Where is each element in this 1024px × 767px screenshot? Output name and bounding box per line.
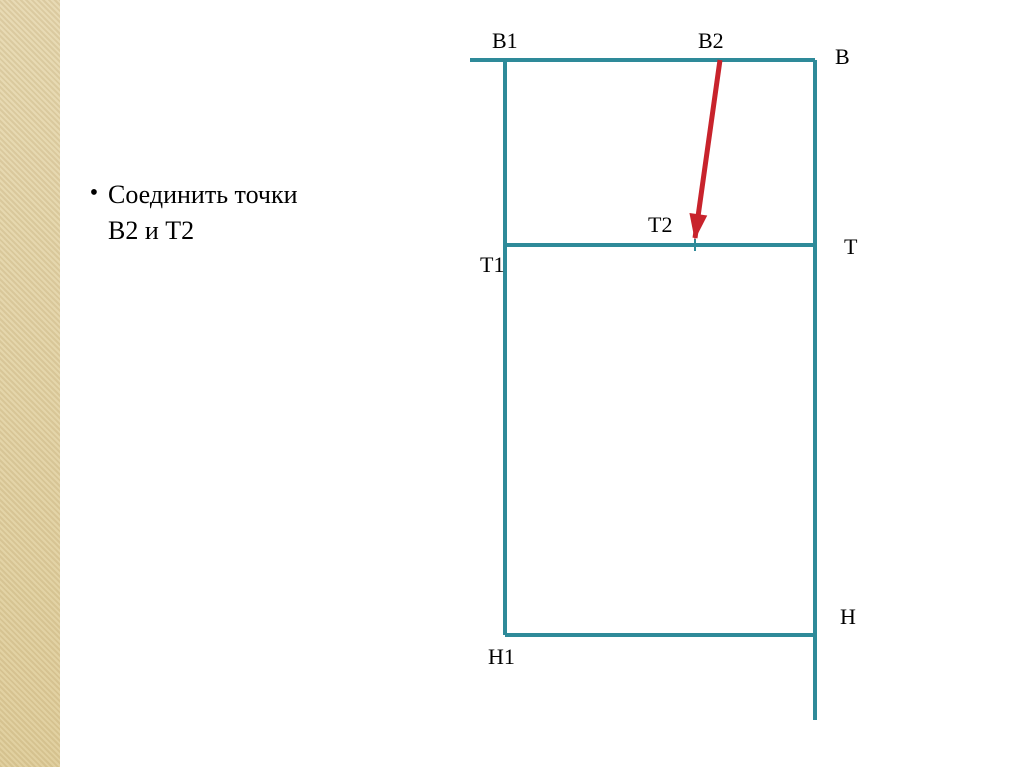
label-B1: В1 [492,28,518,54]
bullet-dot: • [80,180,108,207]
diagram-svg [430,20,900,740]
instruction-line1: Соединить точки [108,180,298,210]
label-H1: Н1 [488,644,515,670]
instruction-line2: В2 и Т2 [108,216,298,246]
label-H: Н [840,604,856,630]
side-texture [0,0,60,767]
label-T2: Т2 [648,212,672,238]
label-B: В [835,44,850,70]
instruction-text: •Соединить точки В2 и Т2 [80,180,298,246]
label-T: Т [844,234,857,260]
label-B2: В2 [698,28,724,54]
label-T1: Т1 [480,252,504,278]
diagram-container: В1 В2 В Т1 Т2 Т Н1 Н [430,20,900,740]
